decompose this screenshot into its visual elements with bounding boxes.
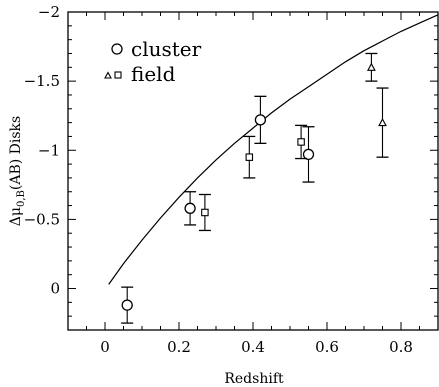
data-point-square (243, 135, 256, 179)
legend-triangle-marker (104, 71, 112, 79)
x-tick-label: 0.8 (389, 338, 413, 356)
x-tick-label: 0.2 (167, 338, 191, 356)
triangle-marker (378, 117, 387, 127)
plot-frame (67, 11, 439, 331)
y-tick-label: −2 (38, 3, 60, 21)
data-point-circle (121, 286, 134, 324)
y-tick-label: −1.5 (24, 72, 60, 90)
data-point-square (198, 193, 211, 232)
circle-marker (254, 114, 267, 126)
y-tick-label: −0.5 (24, 210, 60, 228)
y-tick-label: −1 (38, 141, 60, 159)
data-points-layer (121, 52, 389, 324)
tick-labels: 0 0.2 0.4 0.6 0.8 0 −0.5 −1 −1.5 −2 (24, 3, 413, 356)
square-marker (297, 138, 305, 146)
y-axis-label-rest: (AB) Disks (8, 116, 24, 190)
square-marker (245, 153, 254, 161)
triangle-marker (366, 62, 376, 71)
circle-marker (184, 202, 196, 214)
legend-label-cluster: cluster (131, 37, 202, 61)
legend-square-marker (114, 71, 122, 79)
model-curve-line (108, 14, 439, 285)
y-axis-label: Δμ0,B(AB) Disks (8, 116, 27, 226)
x-axis-label: Redshift (224, 371, 284, 387)
circle-marker (121, 299, 133, 311)
x-tick-label: 0 (100, 338, 110, 356)
data-point-square (295, 124, 308, 160)
y-axis-label-delta-mu: Δμ (8, 207, 24, 226)
legend-circle-marker (111, 43, 123, 55)
data-point-circle (184, 191, 197, 226)
x-tick-label: 0.6 (315, 338, 339, 356)
data-point-circle (254, 95, 267, 144)
y-axis-label-subscript: 0,B (16, 190, 27, 207)
x-tick-label: 0.4 (241, 338, 265, 356)
circle-marker (302, 148, 315, 161)
data-point-circle (302, 126, 315, 183)
axes-frame (67, 11, 439, 331)
data-point-triangle (365, 52, 378, 82)
legend: cluster field (104, 37, 202, 86)
model-curve-layer (108, 14, 439, 285)
y-tick-label: 0 (50, 280, 60, 298)
data-point-triangle (376, 87, 389, 158)
legend-label-field: field (131, 62, 176, 86)
square-marker (201, 208, 209, 217)
axis-ticks (67, 11, 439, 331)
